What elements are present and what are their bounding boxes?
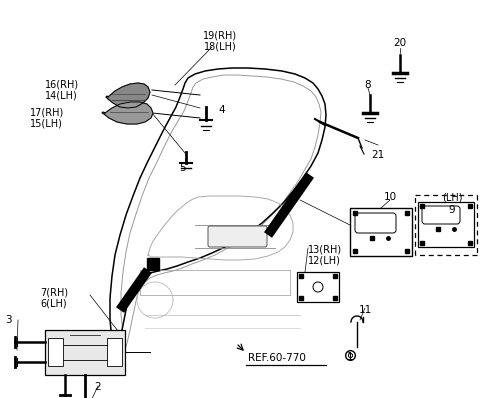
Text: 19(RH)
18(LH): 19(RH) 18(LH) (203, 30, 237, 52)
Text: 4: 4 (218, 105, 225, 115)
Text: 1: 1 (347, 352, 353, 362)
Text: 16(RH)
14(LH): 16(RH) 14(LH) (45, 79, 79, 101)
FancyBboxPatch shape (355, 213, 396, 233)
Text: 8: 8 (365, 80, 372, 90)
Bar (48, 338, 63, 366)
Bar (107, 338, 122, 366)
Text: 3: 3 (5, 315, 12, 325)
Text: 20: 20 (394, 38, 407, 48)
Text: 17(RH)
15(LH): 17(RH) 15(LH) (30, 107, 64, 129)
Polygon shape (102, 102, 153, 124)
Bar (45, 330, 125, 375)
Text: 5: 5 (180, 163, 186, 173)
Text: 11: 11 (359, 305, 372, 315)
Text: 21: 21 (372, 150, 384, 160)
Text: REF.60-770: REF.60-770 (248, 353, 306, 363)
Text: 7(RH)
6(LH): 7(RH) 6(LH) (40, 287, 68, 309)
Bar (350, 208, 412, 256)
Bar (147, 258, 159, 270)
Bar (297, 272, 339, 302)
Text: (LH): (LH) (442, 192, 462, 202)
Text: 10: 10 (384, 192, 396, 202)
Text: 2: 2 (95, 382, 101, 392)
Text: 9: 9 (449, 205, 456, 215)
FancyBboxPatch shape (208, 226, 267, 247)
Text: 13(RH)
12(LH): 13(RH) 12(LH) (308, 244, 342, 266)
Circle shape (313, 282, 323, 292)
Polygon shape (106, 83, 150, 108)
FancyBboxPatch shape (422, 206, 460, 224)
Bar (418, 202, 474, 247)
